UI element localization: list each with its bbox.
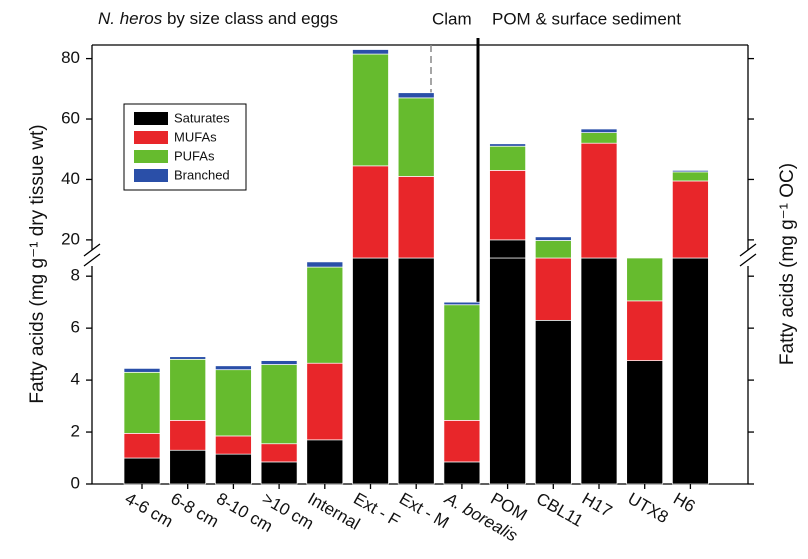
x-tick-label: Ext - M — [396, 489, 452, 532]
legend-label: Saturates — [174, 110, 230, 125]
group-headers: N. heros by size class and eggs Clam POM… — [98, 9, 681, 28]
bar-segment — [260, 364, 298, 445]
bar-segment — [397, 92, 435, 99]
bar-segment — [260, 461, 298, 485]
bar-segment — [580, 128, 618, 133]
bar-segment — [580, 132, 618, 144]
bar-segment — [215, 435, 252, 455]
bar-segment — [443, 420, 481, 463]
bar-segment — [626, 300, 664, 361]
bar-segment — [169, 449, 207, 485]
bar-segment — [626, 257, 664, 302]
bar-segment — [626, 360, 664, 485]
bar-segment — [123, 371, 161, 434]
group-header: Clam — [432, 9, 472, 28]
legend-swatch — [134, 169, 168, 182]
y-tick-label: 6 — [71, 318, 80, 337]
bar-segment — [489, 170, 526, 241]
legend-label: Branched — [174, 167, 230, 182]
bar-segment — [397, 97, 435, 177]
legend: Saturates MUFAs PUFAs Branched — [123, 103, 247, 191]
bar-segment — [672, 171, 709, 182]
x-tick-label: UTX8 — [624, 489, 671, 527]
bar-segment — [169, 358, 207, 421]
y-tick-label: 80 — [61, 48, 80, 67]
bar-segment — [215, 453, 252, 485]
bar-segment — [443, 301, 481, 306]
x-tick-label: H6 — [670, 489, 698, 516]
bar-segment — [169, 420, 207, 451]
y-tick-label: 8 — [71, 266, 80, 285]
group-header-text: by size class and eggs — [162, 9, 338, 28]
bar-segment — [443, 304, 481, 421]
bar-segment — [534, 319, 572, 485]
legend-label: PUFAs — [174, 148, 215, 163]
bar-segment — [352, 257, 389, 485]
bar-segment — [489, 143, 526, 147]
bar-segment — [580, 257, 618, 485]
bar-segment — [672, 257, 709, 485]
y2-axis-label: Fatty acids (mg g⁻¹ OC) — [777, 163, 798, 365]
bar-segment — [672, 170, 709, 173]
bar-segment — [443, 461, 481, 485]
y-tick-label: 0 — [71, 473, 80, 492]
legend-swatch — [134, 150, 168, 163]
bar-segment — [534, 240, 572, 259]
group-header: N. heros by size class and eggs — [98, 9, 338, 28]
legend-label: MUFAs — [174, 129, 217, 144]
y-tick-label: 4 — [71, 370, 80, 389]
bar-segment — [489, 239, 526, 259]
y-tick-label: 2 — [71, 422, 80, 441]
bar-segment — [534, 257, 572, 321]
bar-segment — [397, 176, 435, 259]
bar-segment — [489, 257, 526, 485]
bar-segment — [215, 365, 252, 371]
y-tick-label: 40 — [61, 169, 80, 188]
legend-swatch — [134, 131, 168, 144]
bar-segment — [169, 356, 207, 360]
x-tick-label: Internal — [305, 489, 364, 534]
y-tick-label: 20 — [61, 229, 80, 248]
bar-segment — [215, 369, 252, 437]
bar-segment — [306, 439, 344, 485]
bar-segment — [672, 180, 709, 259]
bar-segment — [352, 49, 389, 55]
y-tick-label: 60 — [61, 109, 80, 128]
group-header: POM & surface sediment — [492, 9, 681, 28]
x-tick-label: 4-6 cm — [122, 489, 177, 531]
bar-segment — [123, 432, 161, 459]
bar-segment — [260, 443, 298, 463]
legend-swatch — [134, 112, 168, 125]
bar-segment — [580, 142, 618, 259]
axis-break — [83, 243, 757, 267]
bar-segment — [306, 266, 344, 364]
y-axis-label: Fatty acids (mg g⁻¹ dry tissue wt) — [27, 124, 48, 403]
bar-segment — [489, 145, 526, 171]
bar-segment — [123, 368, 161, 373]
bar-segment — [397, 257, 435, 485]
bar-segment — [352, 53, 389, 167]
bar-segment — [123, 457, 161, 485]
x-tick-label: 6-8 cm — [167, 489, 222, 531]
group-header-italic: N. heros — [98, 9, 163, 28]
bar-segment — [352, 165, 389, 259]
bar-segment — [260, 360, 298, 365]
x-tick-label: CBL11 — [533, 489, 586, 531]
bar-segment — [306, 362, 344, 441]
bar-segment — [306, 261, 344, 268]
bar-segment — [534, 236, 572, 241]
